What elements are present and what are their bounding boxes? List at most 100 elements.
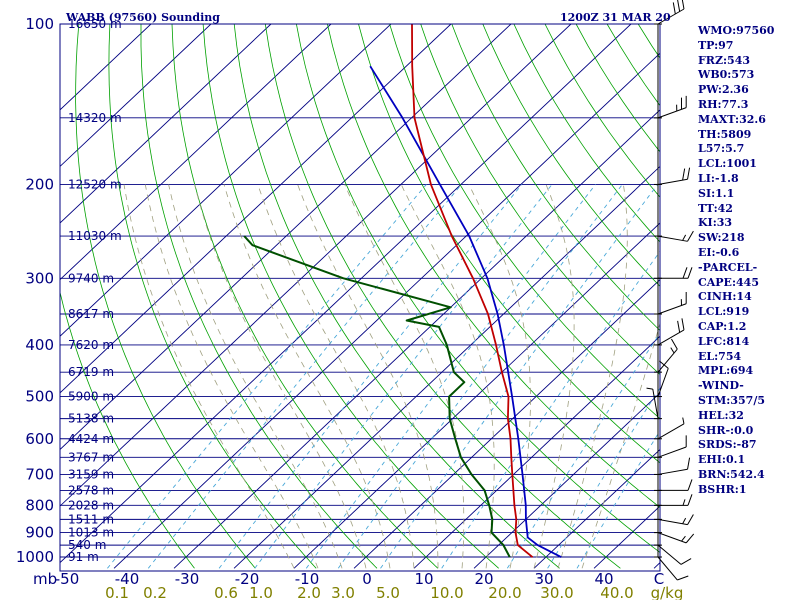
moist-adiabat-line xyxy=(144,184,319,569)
index-item: EL:754 xyxy=(698,349,742,363)
temperature-tick-label: -30 xyxy=(175,570,200,588)
temperature-tick-label: 0 xyxy=(362,570,372,588)
mixing-ratio-tick-label: 40.0 xyxy=(600,584,633,600)
wind-barb xyxy=(654,532,695,544)
wind-barb-feather xyxy=(677,575,689,581)
height-label: 5900 m xyxy=(68,390,114,404)
wind-barb-half-feather xyxy=(682,417,685,424)
mixing-ratio-line xyxy=(147,184,462,569)
isotherm-line xyxy=(533,448,660,569)
index-item: -WIND- xyxy=(698,379,744,393)
pressure-label: 200 xyxy=(25,175,54,193)
dry-adiabat-line xyxy=(60,290,195,569)
wind-barb-feather xyxy=(680,558,692,565)
index-item: HEL:32 xyxy=(698,408,744,422)
index-item: -PARCEL- xyxy=(698,260,758,274)
index-item: LCL:1001 xyxy=(698,157,757,171)
index-item: LI:-1.8 xyxy=(698,171,739,185)
dry-adiabat-line xyxy=(358,24,660,464)
wind-barb xyxy=(654,230,694,242)
wind-barb-feather xyxy=(672,2,676,15)
wind-barb-shaft xyxy=(657,468,688,475)
moist-adiabat-line xyxy=(257,184,415,569)
dry-adiabat-line xyxy=(75,24,256,569)
wind-barb xyxy=(654,514,694,526)
index-item: TP:97 xyxy=(698,38,734,52)
height-label: 91 m xyxy=(68,550,99,564)
dry-adiabat-line xyxy=(794,24,800,568)
pressure-label: 600 xyxy=(25,430,54,448)
wind-barb xyxy=(654,556,689,581)
dry-adiabat-line xyxy=(389,24,660,420)
moist-adiabat-line xyxy=(168,184,343,569)
isotherm-line xyxy=(413,335,660,569)
index-item: L57:5.7 xyxy=(698,142,745,156)
isotherm-line xyxy=(60,24,212,168)
mixing-ratio-tick-label: 10.0 xyxy=(430,584,463,600)
pressure-label: 700 xyxy=(25,465,54,483)
height-label: 16650 m xyxy=(68,17,122,31)
stability-indices-panel: WMO:97560 TP:97 FRZ:543 WB0:573 PW:2.36 RH:77… xyxy=(698,24,774,498)
index-item: MPL:694 xyxy=(698,364,754,378)
temperature-tick-label: -20 xyxy=(235,570,260,588)
index-item: CAP:1.2 xyxy=(698,319,747,333)
height-label: 12520 m xyxy=(68,177,122,191)
wind-barb-half-feather xyxy=(682,517,687,524)
moist-adiabat-line xyxy=(533,184,575,569)
temperature-tick-label: 40 xyxy=(594,570,613,588)
wind-barb xyxy=(654,479,693,491)
moist-adiabat-line xyxy=(400,184,495,569)
moist-adiabat-line xyxy=(468,184,531,569)
wind-barb-half-feather xyxy=(682,234,687,241)
height-label: 2578 m xyxy=(68,483,114,497)
wind-barb-feather xyxy=(685,533,695,544)
dry-adiabat-line xyxy=(327,24,660,508)
dry-adiabat-line xyxy=(202,24,499,569)
wind-barb xyxy=(654,167,691,185)
wind-barb-shaft xyxy=(657,532,687,544)
mixing-ratio-line xyxy=(254,184,553,569)
pressure-label: 100 xyxy=(25,15,54,33)
index-item: KI:33 xyxy=(698,216,733,230)
wind-barb-feather xyxy=(682,168,686,181)
temperature-tick-label: 30 xyxy=(534,570,553,588)
wind-barb xyxy=(654,417,685,440)
index-item: SI:1.1 xyxy=(698,186,735,200)
index-item: WB0:573 xyxy=(698,68,755,82)
mixing-ratio-line xyxy=(337,184,623,569)
wind-barb-feather xyxy=(682,267,688,279)
wind-barb-feather xyxy=(677,0,681,12)
pressure-label: 400 xyxy=(25,336,54,354)
moist-adiabat-line xyxy=(581,321,660,569)
isotherm-line xyxy=(233,165,660,569)
mixing-ratio-tick-label: 5.0 xyxy=(376,584,400,600)
wind-barb xyxy=(654,95,687,119)
index-item: MAXT:32.6 xyxy=(698,112,766,126)
pressure-units-label: mb xyxy=(33,570,57,588)
height-label: 9740 m xyxy=(68,271,114,285)
dry-adiabat-line xyxy=(420,24,660,376)
index-item: TH:5809 xyxy=(698,127,752,141)
height-label: 5138 m xyxy=(68,412,114,426)
wind-barb-half-feather xyxy=(646,387,653,390)
mixing-ratio-tick-label: 3.0 xyxy=(331,584,355,600)
isotherm-line xyxy=(60,24,572,507)
index-item: LCL:919 xyxy=(698,305,750,319)
index-item: SHR-:0.0 xyxy=(698,423,754,437)
index-item: EI:-0.6 xyxy=(698,245,740,259)
mixing-ratio-tick-label: 2.0 xyxy=(297,584,321,600)
wind-barb-feather xyxy=(687,479,693,491)
height-label: 11030 m xyxy=(68,229,122,243)
temperature-tick-label: 20 xyxy=(474,570,493,588)
wind-barb-shaft xyxy=(657,423,685,440)
temperature-tick-label: -40 xyxy=(115,570,140,588)
dry-adiabat-line xyxy=(108,24,317,569)
wind-barb xyxy=(654,457,691,475)
wind-barb-shaft xyxy=(657,446,687,458)
wind-barb xyxy=(654,338,678,373)
temperature-tick-label: -50 xyxy=(55,570,80,588)
temperature-tick-label: 10 xyxy=(414,570,433,588)
mixing-ratio-tick-label: 0.2 xyxy=(143,584,167,600)
index-item: EHI:0.1 xyxy=(698,453,746,467)
wind-barb-half-feather xyxy=(681,535,686,542)
